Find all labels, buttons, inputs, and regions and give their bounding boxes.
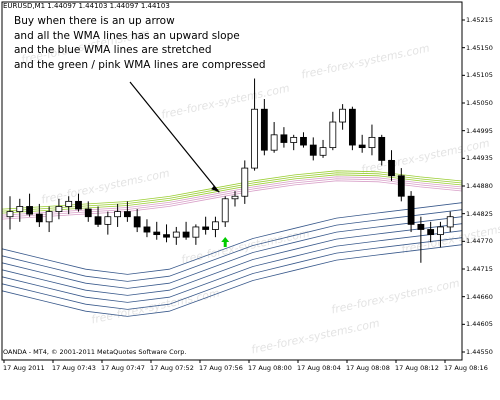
candle-body: [417, 223, 425, 230]
candle-body: [300, 136, 307, 146]
wma-pink-line: [1, 178, 463, 218]
candle-body: [309, 144, 317, 156]
annotation-line: and the blue WMA lines are stretched: [14, 44, 212, 56]
candle-body: [231, 195, 239, 200]
candle-body: [290, 136, 298, 143]
candle-body: [251, 108, 258, 169]
x-tick-label: 17 Aug 08:00: [248, 364, 292, 372]
candle-body: [358, 144, 366, 149]
annotation-line: and the green / pink WMA lines are compr…: [14, 58, 266, 71]
candle-body: [182, 231, 190, 238]
candle-body: [163, 234, 170, 238]
x-tick-label: 17 Aug 07:56: [199, 364, 243, 372]
candle-body: [114, 211, 122, 218]
candle-body: [221, 198, 229, 223]
annotation-line: Buy when there is an up arrow: [14, 15, 175, 27]
wma-pink-line: [1, 180, 463, 220]
y-tick-label: 1.45150: [466, 43, 493, 52]
wma-blue-line: [1, 216, 463, 289]
wma-green-line: [1, 174, 463, 214]
candle-body: [6, 211, 14, 218]
up-arrow-icon: [221, 236, 230, 247]
plot-frame: [1, 1, 463, 361]
candle-body: [280, 134, 288, 143]
candle-body: [123, 211, 131, 218]
y-tick-label: 1.45105: [466, 71, 493, 80]
candle-body: [84, 208, 92, 218]
x-tick-label: 17 Aug 08:12: [395, 364, 439, 372]
candle-body: [65, 200, 73, 207]
candle-body: [133, 216, 141, 228]
x-tick-label: 17 Aug 07:52: [150, 364, 194, 372]
wma-blue-line: [1, 223, 463, 296]
copyright-footer: OANDA - MT4, © 2001-2011 MetaQuotes Soft…: [3, 348, 187, 356]
annotation-arrowhead: [211, 185, 220, 193]
wma-blue-line: [1, 202, 463, 275]
candle-body: [339, 108, 347, 123]
x-tick-label: 17 Aug 08:08: [346, 364, 390, 372]
candle-body: [270, 134, 278, 151]
candle-body: [172, 231, 180, 238]
y-tick-label: 1.45215: [466, 16, 493, 24]
x-tick-label: 17 Aug 08:04: [297, 364, 341, 372]
y-tick-label: 1.44825: [466, 209, 493, 218]
candle-body: [45, 211, 53, 223]
y-tick-label: 1.44935: [466, 154, 493, 163]
candle-body: [35, 213, 43, 223]
wma-blue-line: [1, 209, 463, 282]
y-tick-label: 1.44715: [466, 265, 493, 273]
candle-body: [104, 216, 112, 225]
y-tick-label: 1.44605: [466, 320, 493, 329]
y-tick-label: 1.44550: [466, 348, 493, 356]
candle-body: [378, 136, 386, 161]
chart-header: EURUSD,M1 1.44097 1.44103 1.44097 1.4410…: [3, 2, 170, 10]
candle-body: [319, 147, 327, 156]
y-tick-label: 1.44880: [466, 182, 493, 190]
candle-body: [75, 200, 82, 210]
candle-body: [388, 160, 395, 177]
wma-blue-line: [1, 237, 463, 310]
candle-body: [16, 206, 24, 212]
candle-body: [397, 175, 405, 197]
candle-body: [329, 121, 337, 149]
candle-body: [348, 108, 356, 146]
annotation-arrow: [129, 81, 220, 193]
candle-body: [368, 136, 376, 149]
wma-blue-line: [1, 230, 463, 303]
x-tick-label: 17 Aug 07:43: [52, 364, 96, 372]
y-tick-label: 1.44660: [466, 292, 493, 301]
annotation-text: Buy when there is an up arrow and all th…: [14, 14, 266, 72]
candle-body: [212, 221, 219, 230]
candle-body: [407, 195, 415, 225]
candle-body: [153, 231, 161, 236]
candle-body: [26, 206, 33, 215]
x-tick-label: 17 Aug 2011: [3, 364, 45, 372]
candle-body: [192, 226, 200, 238]
candle-body: [94, 216, 102, 225]
candle-body: [55, 206, 63, 212]
annotation-line: and all the WMA lines has an upward slop…: [14, 29, 240, 42]
candle-body: [202, 226, 210, 230]
candle-body: [437, 226, 444, 236]
candle-body: [241, 167, 249, 197]
x-tick-label: 17 Aug 07:47: [101, 364, 145, 372]
candle-body: [427, 229, 435, 236]
x-tick-label: 17 Aug 08:16: [444, 364, 488, 372]
y-tick-label: 1.44770: [466, 237, 493, 246]
candle-body: [143, 226, 151, 233]
wma-blue-line: [1, 244, 463, 317]
candle-body: [260, 108, 268, 151]
candle-body: [446, 216, 454, 228]
y-tick-label: 1.44995: [466, 126, 493, 135]
y-tick-label: 1.45050: [466, 99, 493, 107]
